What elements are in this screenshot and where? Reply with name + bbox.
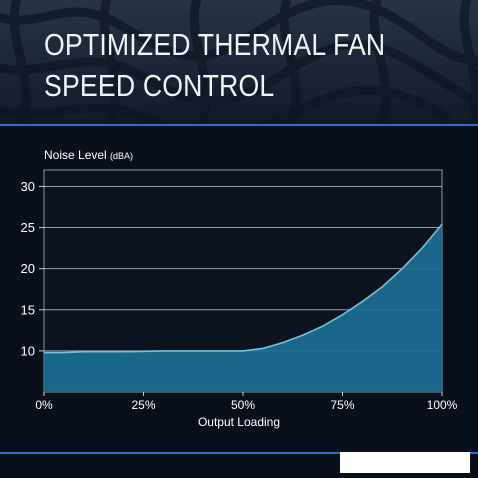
data-point: [282, 342, 284, 344]
data-point: [381, 286, 383, 288]
footer-divider: [0, 452, 478, 454]
data-point: [83, 351, 85, 353]
data-point: [202, 350, 204, 352]
x-axis-label: Output Loading: [198, 415, 280, 429]
data-points: [43, 223, 443, 354]
header-divider: [0, 124, 478, 126]
data-point: [123, 351, 125, 353]
x-tick-label: 50%: [231, 398, 255, 412]
x-tick-label: 25%: [131, 398, 155, 412]
y-axis-label: Noise Level (dBA): [44, 148, 133, 162]
header-pattern: [0, 0, 478, 125]
data-point: [242, 350, 244, 352]
data-point: [162, 350, 164, 352]
x-tick-label: 0%: [35, 398, 53, 412]
header-banner: OPTIMIZED THERMAL FAN SPEED CONTROL: [0, 0, 478, 125]
data-point: [401, 268, 403, 270]
y-tick-label: 20: [21, 261, 35, 276]
x-tick-label: 100%: [427, 398, 458, 412]
data-point: [322, 325, 324, 327]
data-point: [43, 351, 45, 354]
page-title: OPTIMIZED THERMAL FAN SPEED CONTROL: [44, 27, 386, 103]
data-point: [361, 300, 363, 303]
data-point: [341, 314, 344, 316]
x-tick-labels: 0% 25% 50% 75% 100%: [35, 398, 457, 412]
series-area: [44, 224, 442, 392]
data-point: [421, 247, 423, 249]
data-point: [441, 223, 443, 225]
y-axis-label-unit: (dBA): [110, 151, 133, 161]
footer-white-box: [340, 452, 470, 473]
noise-level-chart: 10 15 20 25 30 0% 25% 50% 75% 100% Noise Level (…: [21, 148, 458, 429]
data-point: [302, 334, 304, 336]
y-axis-label-text: Noise Level: [44, 148, 107, 162]
data-point: [262, 347, 264, 350]
data-point: [63, 351, 65, 354]
y-tick-label: 30: [21, 179, 35, 194]
y-tick-label: 25: [21, 220, 35, 235]
y-tick-label: 10: [21, 343, 35, 358]
y-tick-label: 15: [21, 302, 35, 317]
x-tick-label: 75%: [330, 398, 354, 412]
y-tick-labels: 10 15 20 25 30: [21, 179, 35, 358]
